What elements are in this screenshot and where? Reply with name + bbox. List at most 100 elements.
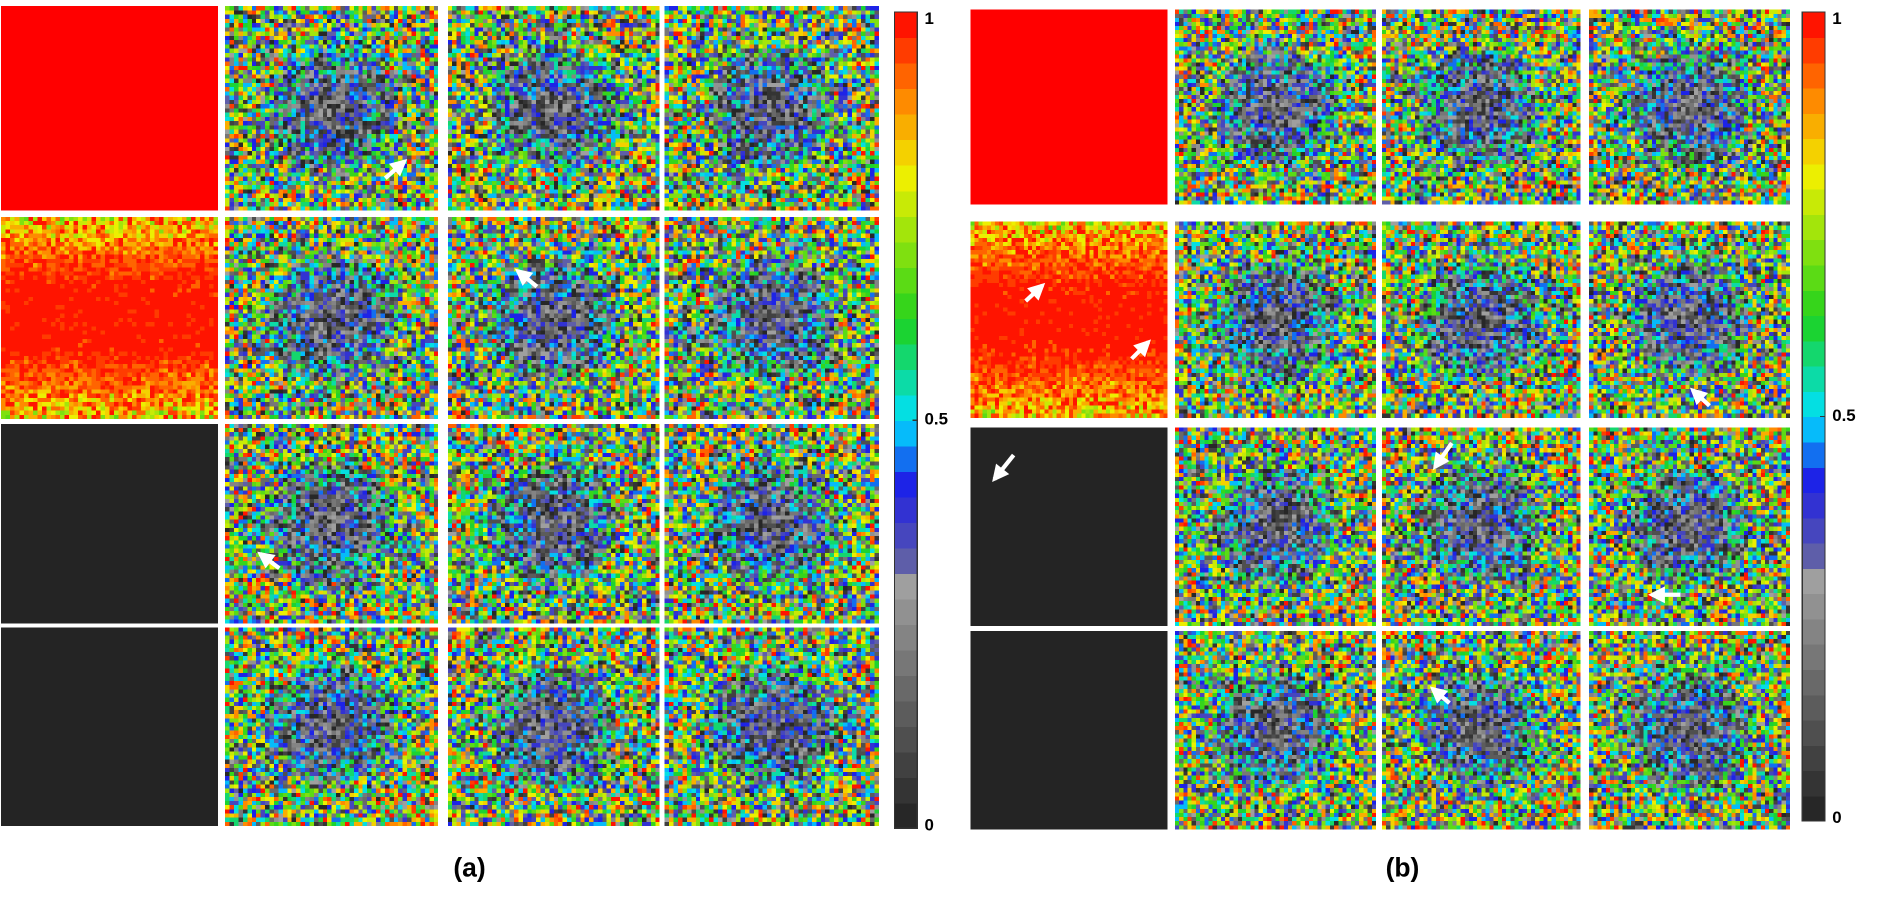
tile-fill (1, 6, 218, 211)
pixels (1589, 630, 1791, 826)
colorbar-band (1802, 441, 1826, 468)
pixels (664, 6, 875, 207)
pixels (1382, 13, 1581, 205)
colorbar-band (1802, 618, 1826, 645)
colorbar-band (1802, 163, 1826, 190)
pixels (1382, 9, 1581, 205)
pixels (664, 427, 875, 624)
pixels (447, 627, 647, 826)
colorbar-band (894, 63, 918, 90)
pixels (447, 216, 656, 420)
pixels (1183, 221, 1376, 418)
colorbar-band (894, 777, 918, 804)
pixels (1589, 9, 1791, 201)
pixels (970, 221, 1168, 418)
colorbar-tick-label: 0.5 (925, 410, 948, 429)
colorbar-band (1802, 340, 1826, 367)
pixels (1382, 630, 1581, 826)
pixels (664, 423, 875, 624)
pixels (664, 627, 879, 822)
pixels (1589, 431, 1791, 622)
image-tile (1589, 427, 1791, 627)
pixels (1174, 13, 1376, 197)
colorbar-band (894, 522, 918, 549)
image-tile (447, 627, 660, 826)
pixels (447, 631, 660, 826)
pixels (1589, 9, 1791, 205)
arrow-head (1027, 282, 1046, 301)
colorbar-band (1802, 770, 1826, 797)
image-tile (1, 627, 218, 826)
pixels (225, 10, 439, 211)
pixels (1179, 630, 1368, 830)
colorbar-band (894, 241, 918, 268)
colorbar-tick-label: 0.5 (1832, 406, 1855, 425)
pixels (1174, 427, 1376, 622)
pixels (225, 216, 439, 415)
pixels (1174, 9, 1376, 205)
pixels (225, 627, 430, 822)
pixels (225, 6, 434, 211)
pixels (447, 216, 660, 420)
arrow-head (1689, 387, 1709, 406)
colorbar-band (1802, 543, 1826, 569)
pixels (664, 216, 879, 420)
pixels (1386, 221, 1581, 414)
colorbar-band (1802, 467, 1826, 494)
pixels (673, 216, 879, 415)
pixels (229, 10, 439, 207)
pixels (1382, 221, 1573, 418)
pixels (1589, 9, 1791, 205)
arrow-head (1429, 686, 1449, 704)
image-tile (1589, 630, 1791, 830)
pixels (447, 6, 660, 211)
pixels (225, 10, 439, 211)
pixels (447, 216, 660, 415)
pixels (225, 220, 439, 420)
pixels (225, 627, 439, 826)
pixels (1174, 9, 1376, 205)
pixels (677, 427, 879, 620)
colorbar-band (894, 267, 918, 294)
colorbar-band (1802, 315, 1826, 342)
colorbar-band (1802, 745, 1826, 772)
pixels (447, 627, 660, 826)
pixels (1589, 427, 1791, 627)
pixels (970, 221, 1168, 418)
pixels (1174, 9, 1372, 205)
pixels (225, 423, 434, 624)
pixels (229, 627, 434, 822)
pixels (677, 6, 879, 198)
pixels (664, 216, 879, 420)
pixels (1174, 9, 1376, 205)
pixels (1382, 439, 1581, 627)
image-tile (664, 216, 879, 420)
pixels (447, 427, 660, 624)
pixels (1174, 13, 1376, 205)
pixels (1382, 221, 1577, 418)
image-tile (1382, 427, 1581, 627)
colorbar-band (894, 496, 918, 523)
pixels (447, 216, 656, 420)
pixels (447, 216, 660, 420)
pixels (1174, 221, 1376, 414)
colorbar-band (1802, 87, 1826, 114)
pixels (447, 220, 660, 420)
pixels (447, 216, 660, 420)
image-tile (1589, 221, 1791, 418)
pixels (1589, 630, 1791, 822)
pixels (5, 216, 218, 420)
image-tile (970, 221, 1168, 418)
pixels (1179, 635, 1368, 830)
pixels (1593, 630, 1791, 830)
colorbar-band (1802, 366, 1826, 392)
pixels (1382, 221, 1577, 418)
pixels (1382, 427, 1581, 627)
colorbar-band (894, 12, 918, 39)
pixels (225, 627, 439, 826)
pixels (447, 423, 660, 624)
pixels (1174, 9, 1368, 205)
pixels (1174, 427, 1372, 622)
colorbar-tick-label: 0 (925, 815, 934, 834)
pixels (1605, 431, 1791, 627)
